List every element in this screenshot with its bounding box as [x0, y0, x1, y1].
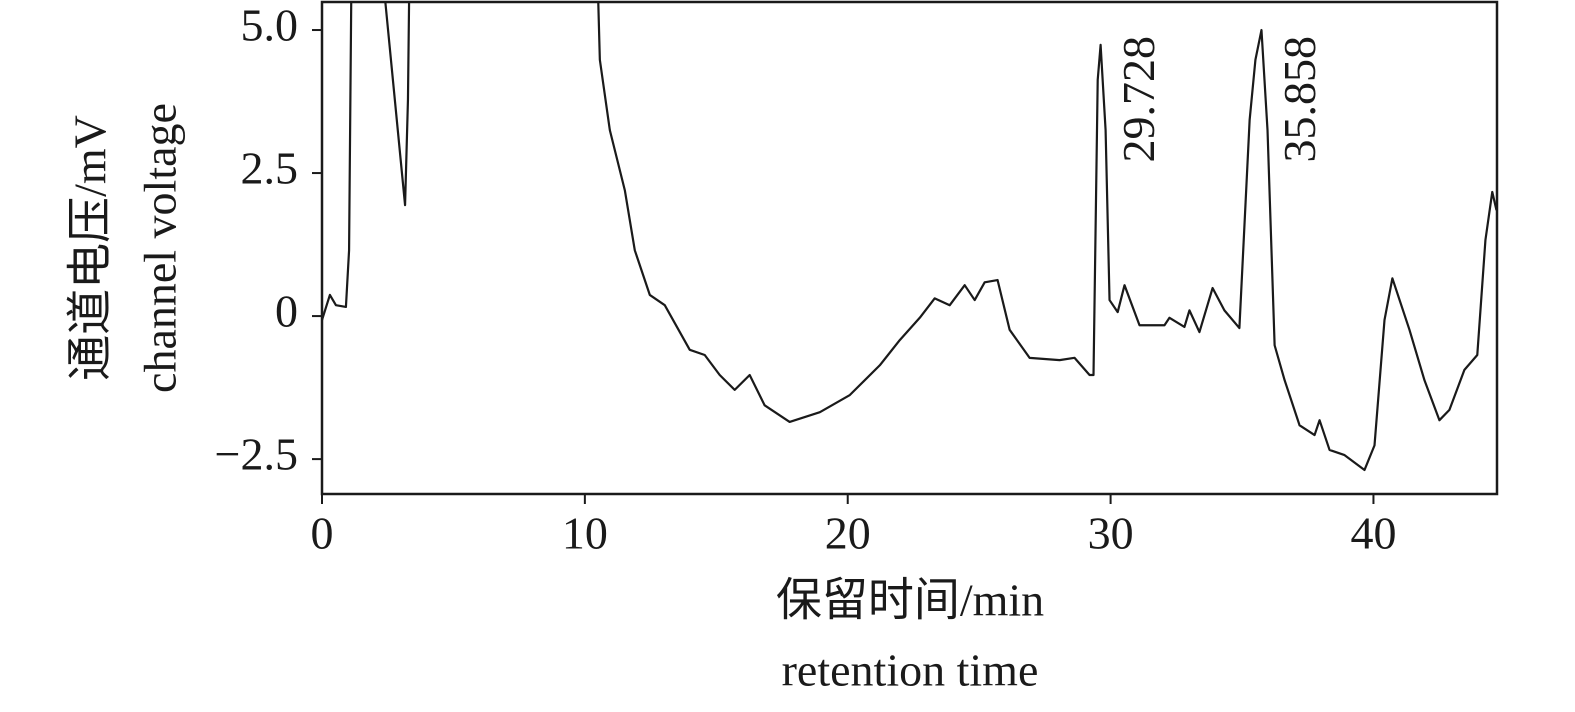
x-axis-label: 保留时间/min [776, 575, 1044, 626]
y-tick-label: −2.5 [215, 429, 298, 480]
y-axis-label: channel voltage [135, 103, 186, 393]
x-tick-label: 10 [562, 508, 608, 559]
x-tick-label: 20 [825, 508, 871, 559]
peak-annotation: 35.858 [1274, 36, 1325, 163]
y-tick-label: 0 [275, 286, 298, 337]
y-tick-label: 5.0 [241, 0, 299, 51]
y-tick-label: 2.5 [241, 143, 299, 194]
x-tick-label: 0 [311, 508, 334, 559]
x-axis-label: retention time [782, 645, 1039, 696]
peak-annotation: 29.728 [1113, 36, 1164, 163]
x-tick-label: 40 [1350, 508, 1396, 559]
chromatogram-line [322, 2, 1497, 472]
plot-frame [320, 0, 1499, 496]
y-axis-label: 通道电压/mV [65, 115, 116, 381]
x-tick-label: 30 [1088, 508, 1134, 559]
